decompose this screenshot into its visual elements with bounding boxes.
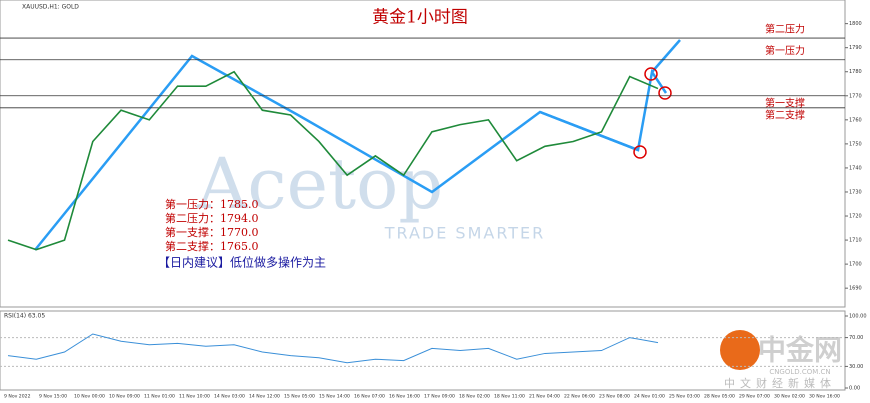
brand: 中金网: [758, 334, 842, 367]
rsi-pane: [0, 310, 846, 391]
level-label: 第二支撑: [765, 108, 805, 121]
x-tick-label: 15 Nov 14:00: [319, 394, 350, 400]
note: 第二支撑：1765.0: [165, 239, 259, 253]
y-tick-label: 1720: [849, 214, 862, 220]
x-tick-label: 10 Nov 09:00: [109, 394, 140, 400]
y-tick-label: 1760: [849, 117, 862, 123]
x-tick-label: 24 Nov 01:00: [634, 394, 665, 400]
x-tick-label: 21 Nov 04:00: [529, 394, 560, 400]
x-tick-label: 14 Nov 03:00: [214, 394, 245, 400]
y-tick-label: 1710: [849, 238, 862, 244]
x-tick-label: 18 Nov 02:00: [459, 394, 490, 400]
note: 第一压力：1785.0: [165, 197, 259, 211]
y-tick-label: 1700: [849, 262, 862, 268]
price-line: [7, 333, 659, 364]
level-label: 第二压力: [765, 23, 805, 36]
main-pane: [0, 0, 846, 308]
x-tick-label: 22 Nov 06:00: [564, 394, 595, 400]
y-tick-label: 0.00: [849, 386, 860, 392]
x-tick-label: 25 Nov 03:00: [669, 394, 700, 400]
x-tick-label: 9 Nov 15:00: [39, 394, 67, 400]
y-tick-label: 1740: [849, 165, 862, 171]
y-tick-label: 1790: [849, 45, 862, 51]
x-tick-label: 11 Nov 10:00: [179, 394, 210, 400]
note: 第一支撑：1770.0: [165, 225, 259, 239]
brand-url: CNGOLD.COM.CN: [769, 368, 830, 376]
x-tick-label: 18 Nov 11:00: [494, 394, 525, 400]
y-tick-label: 70.00: [849, 335, 863, 341]
x-tick-label: 17 Nov 09:00: [424, 394, 455, 400]
y-tick-label: 1750: [849, 141, 862, 147]
x-tick-label: 23 Nov 08:00: [599, 394, 630, 400]
x-tick-label: 30 Nov 02:00: [774, 394, 805, 400]
advice: 【日内建议】低位做多操作为主: [158, 255, 326, 270]
note: 第二压力：1794.0: [165, 211, 259, 225]
x-tick-label: 10 Nov 00:00: [74, 394, 105, 400]
x-tick-label: 14 Nov 12:00: [249, 394, 280, 400]
x-tick-label: 9 Nov 2022: [4, 394, 31, 400]
level-label: 第一压力: [765, 44, 805, 57]
x-tick-label: 16 Nov 07:00: [354, 394, 385, 400]
y-tick-label: 1780: [849, 69, 862, 75]
symbol: XAUUSD,H1: GOLD: [22, 4, 79, 11]
x-tick-label: 30 Nov 16:00: [809, 394, 840, 400]
y-tick-label: 1690: [849, 286, 862, 292]
x-tick-label: 16 Nov 16:00: [389, 394, 420, 400]
y-tick-label: 1770: [849, 93, 862, 99]
x-tick-label: 29 Nov 07:00: [739, 394, 770, 400]
y-tick-label: 30.00: [849, 364, 863, 370]
watermark-tag: TRADE SMARTER: [384, 224, 546, 243]
y-tick-label: 1800: [849, 21, 862, 27]
level-label: 第一支撑: [765, 96, 805, 109]
brand-tag: 中文财经新媒体: [724, 376, 836, 390]
price-line: [7, 70, 659, 251]
markers: [633, 67, 672, 159]
y-tick-label: 1730: [849, 189, 862, 195]
chart-title: 黄金1小时图: [372, 8, 468, 28]
x-tick-label: 28 Nov 05:00: [704, 394, 735, 400]
rsi-title: RSI(14) 63.05: [4, 313, 45, 320]
watermark: Acetop: [196, 143, 443, 225]
x-tick-label: 11 Nov 01:00: [144, 394, 175, 400]
x-tick-label: 15 Nov 05:00: [284, 394, 315, 400]
brand-logo: [720, 330, 760, 370]
y-tick-label: 100.00: [849, 314, 867, 320]
